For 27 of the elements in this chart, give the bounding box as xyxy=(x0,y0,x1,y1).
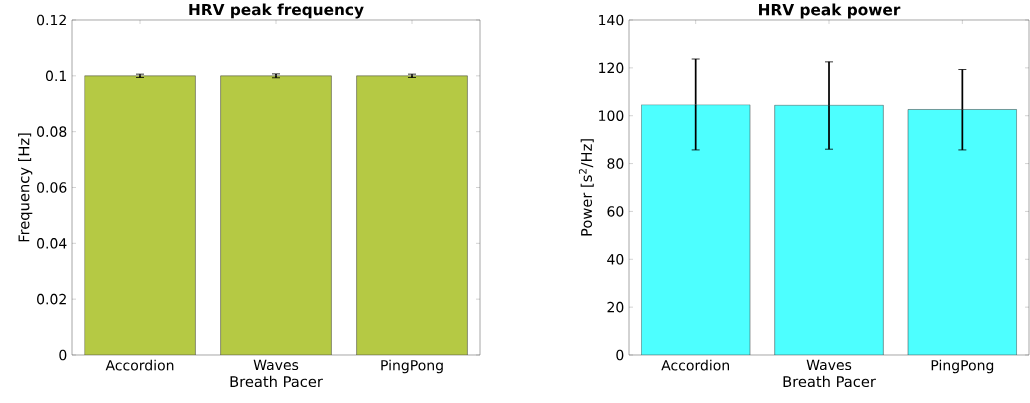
x-tick-label: PingPong xyxy=(931,359,994,374)
y-tick-label: 0.02 xyxy=(37,293,66,305)
y-tick-label: 140 xyxy=(599,14,624,26)
chart-title: HRV peak power xyxy=(759,3,901,19)
y-tick-label: 40 xyxy=(607,253,624,265)
x-tick-label: Accordion xyxy=(105,359,174,371)
y-tick-label: 20 xyxy=(607,301,624,313)
y-tick-label: 0.1 xyxy=(45,70,66,82)
x-tick-label: Waves xyxy=(806,359,852,371)
y-tick-label: 100 xyxy=(599,110,624,121)
y-axis-title: Power [s$^{2}$/Hz] xyxy=(578,139,594,236)
x-axis-title: Breath Pacer xyxy=(783,375,876,388)
x-tick-label: PingPong xyxy=(381,359,443,374)
y-tick-label: 0.08 xyxy=(37,126,67,137)
y-tick-label: 0.12 xyxy=(37,14,66,26)
y-tick-label: 80 xyxy=(607,158,624,169)
y-tick-label: 0 xyxy=(616,349,624,361)
x-tick-label: Waves xyxy=(253,359,299,371)
chart-title: HRV peak frequency xyxy=(189,3,364,19)
y-tick-label: 120 xyxy=(599,62,624,74)
y-tick-label: 0 xyxy=(59,349,67,361)
y-axis-title: Frequency [Hz] xyxy=(18,133,33,242)
y-tick-label: 0.06 xyxy=(37,182,67,193)
x-tick-label: Accordion xyxy=(661,359,729,371)
y-tick-label: 0.04 xyxy=(37,238,67,249)
x-axis-title: Breath Pacer xyxy=(230,375,323,388)
y-tick-label: 60 xyxy=(607,206,624,217)
